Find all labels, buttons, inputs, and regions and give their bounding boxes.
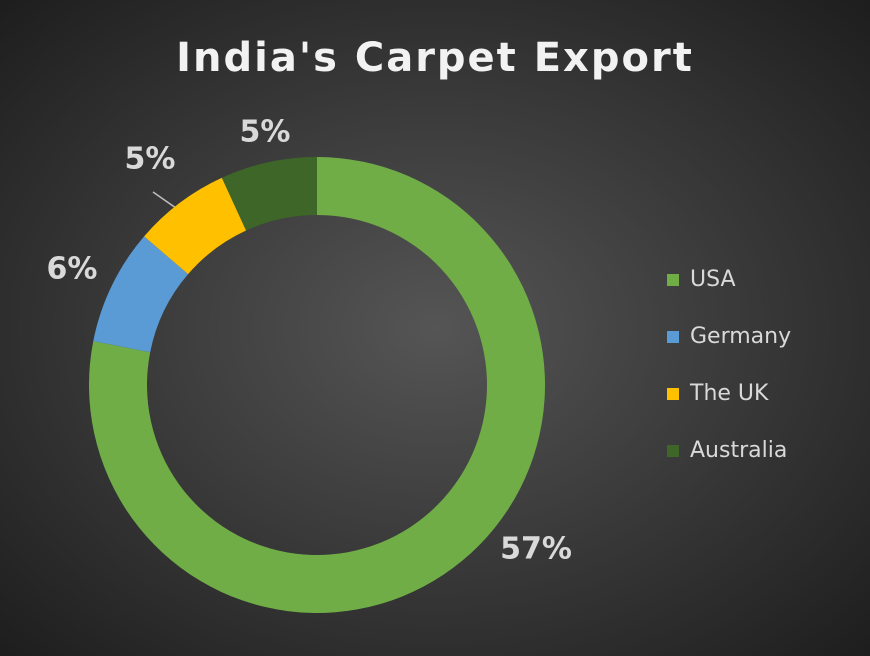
donut-segment <box>144 177 247 275</box>
data-label: 57% <box>500 532 572 567</box>
legend-label: The UK <box>689 381 769 406</box>
legend-label: Australia <box>690 438 787 463</box>
donut-segment <box>221 157 317 231</box>
legend-label: Germany <box>690 324 791 349</box>
legend-swatch <box>667 445 679 457</box>
data-label: 5% <box>125 142 176 177</box>
donut-segment <box>93 236 189 353</box>
chart-title: India's Carpet Export <box>176 35 694 81</box>
data-label: 6% <box>47 252 98 287</box>
legend-swatch <box>667 331 679 343</box>
data-label: 5% <box>240 115 291 150</box>
legend-swatch <box>667 388 679 400</box>
legend-swatch <box>667 274 679 286</box>
legend-label: USA <box>690 267 736 292</box>
